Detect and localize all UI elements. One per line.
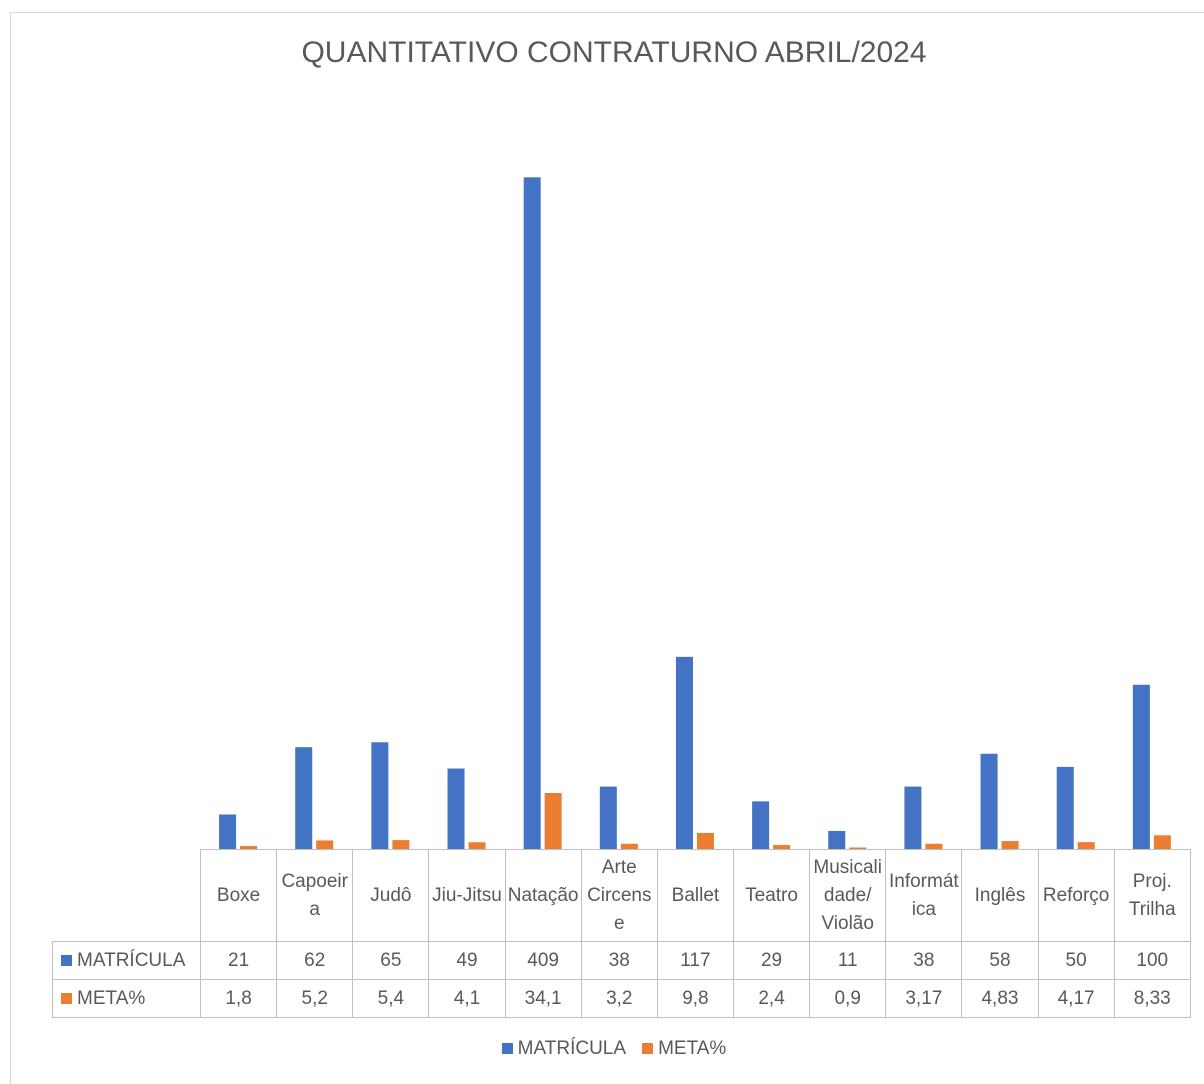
bar <box>316 840 334 849</box>
x-tick-label: Jiu-Jitsu <box>428 849 506 942</box>
legend-key <box>501 1043 513 1054</box>
series-name-cell: MATRÍCULA <box>52 941 201 980</box>
bar <box>1077 842 1095 849</box>
series-name: MATRÍCULA <box>77 949 186 971</box>
bar <box>295 747 313 849</box>
legend-key <box>61 954 72 966</box>
x-tick-label: Informática <box>885 849 963 942</box>
legend-key <box>642 1043 654 1054</box>
data-label: 409 <box>504 941 582 980</box>
bar <box>219 814 237 849</box>
data-label: 49 <box>428 941 506 980</box>
bar <box>620 843 638 849</box>
bar <box>675 656 693 849</box>
bar <box>904 786 922 849</box>
data-label: 5,4 <box>352 979 430 1018</box>
chart-frame <box>10 12 1204 1084</box>
data-label: 21 <box>199 941 278 980</box>
bar <box>1001 841 1019 849</box>
x-tick-label: Teatro <box>732 849 811 942</box>
data-label: 29 <box>732 941 811 980</box>
table-row: MATRÍCULA 21 62 65 49 409 38 117 29 11 38 58 50 100 <box>52 941 1191 980</box>
x-tick-label: Natação <box>504 849 582 942</box>
legend-key <box>61 992 72 1004</box>
data-table: Boxe Capoeira Judô Jiu-Jitsu Natação Arte Cir… <box>52 849 1191 1018</box>
bar <box>925 843 943 849</box>
data-label: 3,2 <box>580 979 658 1018</box>
legend: MATRÍCULA META% <box>0 1038 1204 1060</box>
bar <box>240 846 258 849</box>
x-tick-label: Capoeira <box>276 849 354 942</box>
bar <box>447 768 465 849</box>
data-label: 0,9 <box>809 979 887 1018</box>
x-tick-label: Ballet <box>656 849 734 942</box>
data-label: 38 <box>885 941 963 980</box>
data-label: 8,33 <box>1113 979 1191 1018</box>
data-label: 58 <box>961 941 1039 980</box>
data-label: 1,8 <box>199 979 278 1018</box>
bar <box>523 177 541 849</box>
legend-item: META% <box>642 1038 726 1059</box>
data-label: 4,83 <box>961 979 1039 1018</box>
bar <box>828 830 846 849</box>
x-tick-label: Arte Circense <box>580 849 658 942</box>
data-label: 38 <box>580 941 658 980</box>
chart-title: QUANTITATIVO CONTRATURNO ABRIL/2024 <box>301 36 927 69</box>
data-label: 100 <box>1113 941 1191 980</box>
bar <box>752 801 770 849</box>
bar <box>599 786 617 849</box>
series-name-cell: META% <box>52 979 201 1018</box>
bar <box>1056 766 1074 849</box>
data-label: 117 <box>656 941 734 980</box>
bar <box>1132 684 1150 849</box>
table-row: META% 1,8 5,2 5,4 4,1 34,1 3,2 9,8 2,4 0,9 3,17 4,8… <box>52 979 1191 1018</box>
data-label: 4,17 <box>1037 979 1115 1018</box>
legend-item: MATRÍCULA <box>501 1038 627 1059</box>
data-label: 4,1 <box>428 979 506 1018</box>
data-label: 50 <box>1037 941 1115 980</box>
bar <box>696 832 714 849</box>
x-tick-label: Boxe <box>199 849 278 942</box>
data-label: 11 <box>809 941 887 980</box>
x-tick-label: Proj. Trilha <box>1113 849 1191 942</box>
bar <box>371 742 389 849</box>
legend-label: META% <box>658 1038 727 1059</box>
bar <box>849 847 867 849</box>
bar <box>392 840 410 849</box>
x-tick-label: Reforço <box>1037 849 1115 942</box>
x-tick-label: Inglês <box>961 849 1039 942</box>
bar <box>468 842 486 849</box>
data-label: 3,17 <box>885 979 963 1018</box>
bar <box>544 793 562 849</box>
data-label: 65 <box>352 941 430 980</box>
data-label: 2,4 <box>732 979 811 1018</box>
data-label: 5,2 <box>276 979 354 1018</box>
x-tick-label: Musicalidade/ Violão <box>809 849 887 942</box>
bar <box>773 845 791 849</box>
x-tick-label: Judô <box>352 849 430 942</box>
table-header-row: Boxe Capoeira Judô Jiu-Jitsu Natação Arte Cir… <box>52 849 1191 942</box>
data-label: 34,1 <box>504 979 582 1018</box>
table-corner <box>52 849 201 942</box>
bar <box>980 753 998 849</box>
data-label: 9,8 <box>656 979 734 1018</box>
data-label: 62 <box>276 941 354 980</box>
series-name: META% <box>77 987 146 1009</box>
legend-label: MATRÍCULA <box>517 1038 627 1059</box>
bar <box>1153 835 1171 849</box>
